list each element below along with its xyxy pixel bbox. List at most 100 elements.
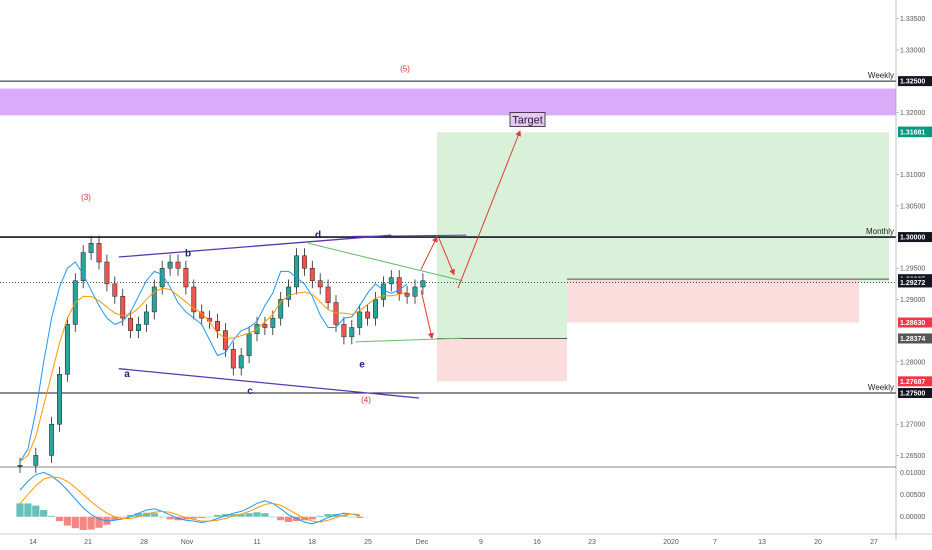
macd-histogram-bar [277,516,285,521]
candle-body [286,286,292,300]
candle-body [341,324,347,338]
macd-histogram-bar [253,512,261,517]
wave-label: (3) [81,193,91,202]
price-tag-label: 1.27687 [900,379,925,386]
macd-histogram-bar [213,514,222,517]
macd-histogram-bar [245,513,253,517]
arrow-target [457,130,521,289]
price-tick-label: 1.32000 [900,110,925,117]
macd-histogram-bar [55,516,64,522]
long-profit-zone-lower [437,282,567,339]
level-label: Monthly [866,227,894,236]
target-label: Target [512,115,543,127]
macd-histogram-bar [356,516,364,519]
macd-histogram-bar [237,514,245,517]
price-tick-label: 1.28000 [900,359,925,366]
candle-body [270,317,276,328]
candle-body [143,311,149,325]
price-tag-label: 1.27500 [900,391,925,398]
price-tag-label: 1.29272 [900,280,925,287]
candle-body [191,286,197,313]
time-tick-label: Dec [416,539,429,546]
time-tick-label: Nov [181,539,194,546]
candle-body [230,349,236,369]
macd-histogram-bar [119,516,127,518]
macd-histogram-bar [71,516,79,529]
candle-body [112,283,118,297]
short-stop-zone [567,279,859,323]
resistance-zone [0,88,896,116]
candle-body [136,324,141,331]
macd-histogram-bar [24,503,32,517]
target-box [509,112,546,127]
candle-body [301,255,307,269]
macd-histogram-bar [79,516,87,530]
long-stop-zone [437,338,567,382]
candle-body [128,317,134,331]
wave-label: a [124,369,130,380]
candle-body [33,455,39,466]
time-tick-label: 27 [870,539,878,546]
candle-body [96,243,102,263]
time-tick-label: 21 [84,539,92,546]
candle-body [388,277,394,285]
macd-histogram-bar [32,505,40,517]
price-tick-label: 1.33000 [900,47,925,54]
channel-upper-ext [351,234,467,237]
price-tick-label: 1.33500 [900,16,925,23]
macd-histogram-bar [16,503,24,517]
macd-histogram-bar [198,516,206,519]
candle-body [365,311,371,319]
price-tag [898,127,932,138]
arrow-down-alt [420,289,434,340]
channel-upper-line [118,234,392,258]
macd-histogram-bar [40,510,48,517]
time-tick-label: 23 [588,539,596,546]
candle-body [317,280,323,288]
price-tag [898,76,932,87]
macd-histogram-bar [261,513,269,517]
time-tick-label: 14 [29,539,37,546]
price-tag-label: 1.32500 [900,79,925,86]
macd-histogram-bar [127,514,135,517]
macd-histogram-bar [308,516,316,520]
wave-label: c [247,386,253,397]
candle-body [246,333,252,356]
price-tag [898,388,932,399]
candle-body [64,324,70,375]
macd-histogram-bar [63,516,71,526]
price-tag [898,232,932,243]
ema-slow-line [19,287,408,463]
time-tick-label: 20 [814,539,822,546]
macd-line [19,471,360,525]
macd-histogram-bar [150,513,158,517]
candle-body [349,327,355,338]
triangle-lower-line [355,337,463,343]
candle-body [262,324,268,328]
macd-histogram-bar [285,516,293,523]
candle-body [309,267,315,281]
macd-histogram-bar [166,516,174,520]
candle-body [238,355,244,369]
macd-tick-label: 0.00000 [900,514,925,521]
macd-histogram-bar [269,516,277,518]
macd-tick-label: 0.00500 [900,492,925,499]
candle-body [120,296,126,319]
time-tick-label: 2020 [663,539,679,546]
macd-tick-label: 0.01000 [900,470,925,477]
price-tick-label: 1.29500 [900,266,925,273]
candle-body [325,286,331,303]
macd-histogram-bar [348,516,356,518]
candle-body [49,423,55,456]
price-tag [898,317,932,328]
candle-body [222,330,228,350]
price-tick-label: 1.30500 [900,203,925,210]
candle-body [183,267,189,288]
wave-label: (4) [361,395,371,404]
time-tick-label: 11 [253,539,260,546]
macd-histogram-bar [340,514,348,517]
price-tag [898,333,932,344]
macd-histogram-bar [87,516,95,530]
candle-body [420,280,426,288]
